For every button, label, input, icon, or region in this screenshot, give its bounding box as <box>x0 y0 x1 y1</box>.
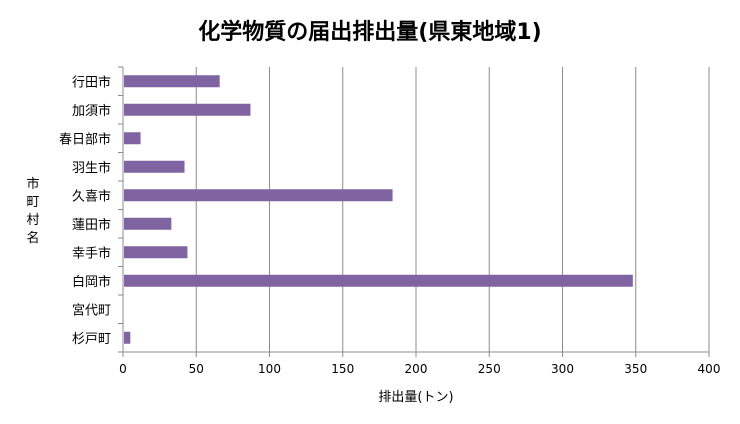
bar <box>124 246 188 259</box>
y-tick-label: 春日部市 <box>59 131 111 147</box>
x-axis-label: 排出量(トン) <box>378 390 454 405</box>
y-tick-label: 加須市 <box>72 103 111 119</box>
x-tick-label: 400 <box>698 362 721 376</box>
bar <box>124 132 141 145</box>
x-tick-label: 150 <box>331 362 354 376</box>
bar <box>124 217 172 230</box>
x-tick-label: 50 <box>189 362 204 376</box>
chart-title: 化学物質の届出排出量(県東地域1) <box>198 20 542 45</box>
bar <box>124 274 633 287</box>
y-axis-label: 市町村名 <box>26 177 40 246</box>
bar <box>124 75 220 88</box>
bar <box>124 160 185 173</box>
y-tick-label: 羽生市 <box>72 160 111 176</box>
y-tick-label: 宮代町 <box>72 302 111 318</box>
bar <box>124 189 393 202</box>
y-tick-label: 久喜市 <box>72 188 111 204</box>
bar <box>124 331 131 344</box>
bar <box>124 103 251 116</box>
x-tick-label: 300 <box>551 362 574 376</box>
x-tick-label: 100 <box>258 362 281 376</box>
x-tick-label: 200 <box>405 362 428 376</box>
y-tick-label: 白岡市 <box>72 274 111 290</box>
y-tick-label: 行田市 <box>72 74 111 90</box>
x-tick-label: 250 <box>478 362 501 376</box>
y-tick-label: 蓮田市 <box>72 217 111 233</box>
y-tick-label: 幸手市 <box>72 245 111 261</box>
x-tick-label: 350 <box>624 362 647 376</box>
y-tick-label: 杉戸町 <box>72 332 111 347</box>
x-tick-label: 0 <box>119 362 127 376</box>
